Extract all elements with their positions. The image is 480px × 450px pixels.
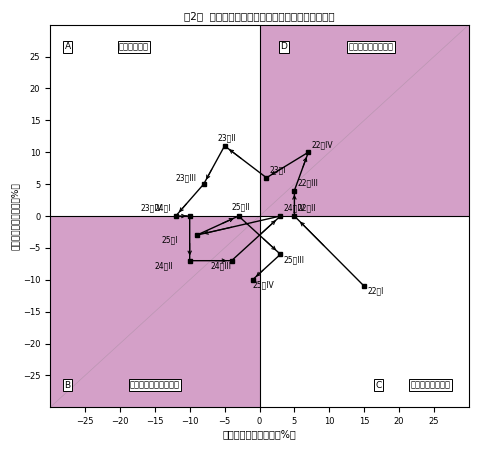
Text: 22年I: 22年I: [368, 287, 384, 296]
Text: 23年II: 23年II: [217, 134, 236, 143]
Text: 在庫積み上がり局面: 在庫積み上がり局面: [348, 42, 394, 51]
Text: B: B: [64, 381, 71, 390]
Text: 25年I: 25年I: [162, 236, 178, 245]
Text: D: D: [280, 42, 288, 51]
Text: 25年II: 25年II: [231, 202, 251, 211]
Text: 23年I: 23年I: [270, 166, 287, 175]
Text: 23年III: 23年III: [176, 173, 197, 182]
Text: 22年II: 22年II: [298, 204, 316, 213]
Text: 24年III: 24年III: [211, 261, 232, 270]
Text: 25年IV: 25年IV: [252, 280, 274, 289]
Text: 24年I: 24年I: [155, 204, 171, 213]
Text: 意図せざる在庫減局面: 意図せざる在庫減局面: [130, 381, 180, 390]
Text: 24年IV: 24年IV: [284, 204, 306, 213]
Text: A: A: [64, 42, 71, 51]
Text: 22年IV: 22年IV: [312, 140, 334, 149]
Text: 在庫積み増し局面: 在庫積み増し局面: [410, 381, 451, 390]
Text: 22年III: 22年III: [298, 178, 319, 187]
Y-axis label: 在庫指数前年同期比（%）: 在庫指数前年同期比（%）: [11, 182, 20, 250]
Text: 在庫調整局面: 在庫調整局面: [119, 42, 149, 51]
Text: C: C: [375, 381, 381, 390]
Polygon shape: [50, 25, 260, 216]
Title: 第2図  生産・在庫の関係と在庫局面（在庫循環図）: 第2図 生産・在庫の関係と在庫局面（在庫循環図）: [184, 11, 335, 21]
Text: 24年II: 24年II: [155, 261, 174, 270]
Polygon shape: [260, 216, 469, 407]
X-axis label: 生産指数前年同期比（%）: 生産指数前年同期比（%）: [223, 429, 296, 439]
Text: 23年IV: 23年IV: [141, 204, 163, 213]
Text: 25年III: 25年III: [284, 255, 305, 264]
